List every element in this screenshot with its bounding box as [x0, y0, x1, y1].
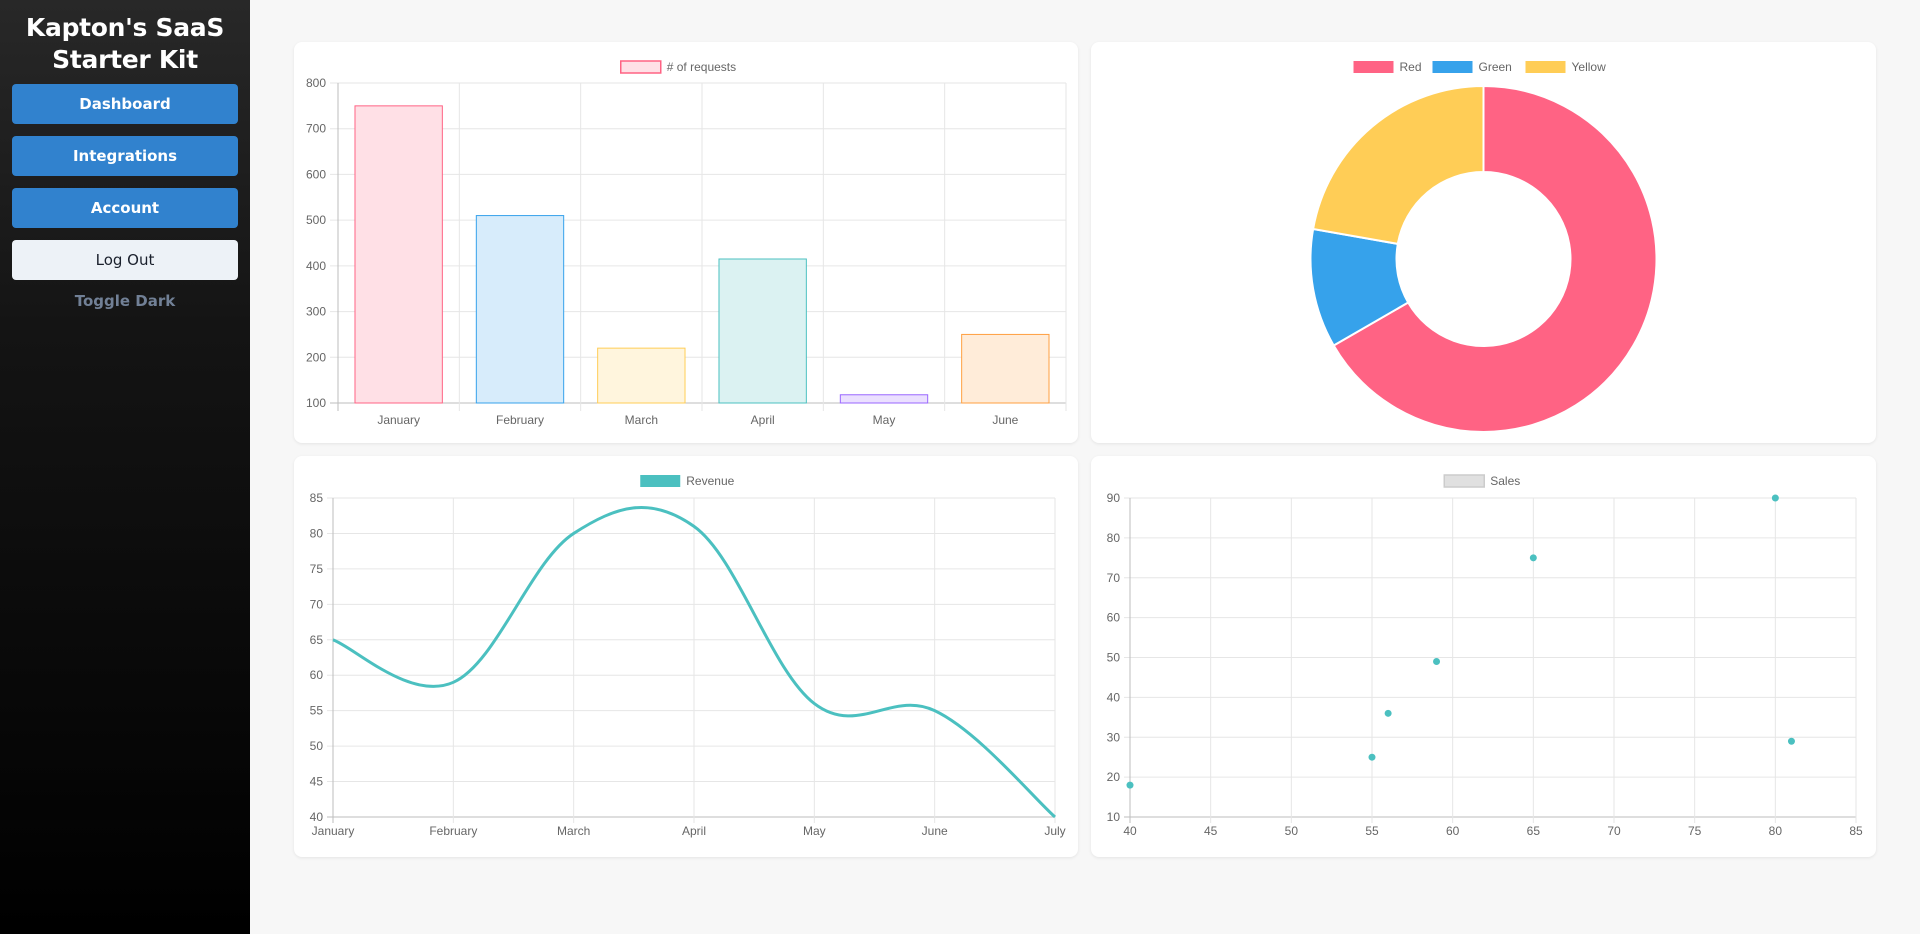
logout-button[interactable]: Log Out [12, 240, 238, 280]
y-tick-label: 40 [1107, 690, 1121, 704]
scatter-point [1433, 657, 1441, 665]
y-tick-label: 700 [306, 122, 326, 136]
doughnut-chart-card: Red Green Yellow [1091, 42, 1876, 443]
scatter-point [1529, 554, 1537, 562]
x-tick-label: April [682, 824, 706, 838]
x-tick-label: 60 [1446, 824, 1460, 838]
y-tick-label: 60 [1107, 611, 1121, 625]
y-tick-label: 90 [1107, 491, 1121, 505]
bar-february [475, 215, 565, 404]
scatter-point [1126, 781, 1134, 789]
bar-january [354, 105, 443, 404]
legend-swatch-sales [1443, 474, 1485, 488]
line-chart: Revenue 40 45 50 55 60 65 70 75 80 85 January Februa… [310, 474, 1066, 838]
x-tick-label: 55 [1365, 824, 1379, 838]
legend-swatch-red [1353, 61, 1394, 73]
x-tick-label: February [429, 824, 477, 838]
scatter-point [1787, 737, 1795, 745]
y-tick-label: 80 [1107, 531, 1121, 545]
y-tick-label: 45 [310, 775, 324, 789]
x-tick-label: March [557, 824, 590, 838]
bar-april [718, 258, 807, 404]
x-tick-label: 45 [1204, 824, 1218, 838]
legend-swatch-requests [620, 60, 662, 74]
legend-label-revenue: Revenue [686, 474, 734, 488]
integrations-button[interactable]: Integrations [12, 136, 238, 176]
scatter-point [1771, 494, 1779, 502]
toggle-dark-link[interactable]: Toggle Dark [74, 292, 176, 310]
y-tick-label: 50 [1107, 651, 1121, 665]
y-tick-label: 600 [306, 167, 326, 181]
y-tick-label: 85 [310, 491, 324, 505]
scatter-chart: Sales 10 20 30 40 50 60 70 80 90 40 45 50 55 60 65 70 75 8… [1107, 474, 1863, 838]
x-tick-label: May [803, 824, 826, 838]
brand-title: Kapton's SaaS Starter Kit [25, 13, 225, 74]
bar-may [839, 394, 929, 404]
bar-june [961, 333, 1050, 404]
revenue-line [332, 505, 1056, 819]
x-tick-label: June [992, 413, 1018, 427]
x-tick-label: 50 [1285, 824, 1299, 838]
y-tick-label: 300 [306, 305, 326, 319]
x-tick-label: 65 [1527, 824, 1541, 838]
y-tick-label: 70 [310, 597, 324, 611]
legend-label-green: Green [1479, 60, 1512, 74]
y-tick-label: 500 [306, 213, 326, 227]
legend-swatch-revenue [640, 475, 681, 487]
x-tick-label: 85 [1849, 824, 1863, 838]
y-tick-label: 20 [1107, 770, 1121, 784]
x-tick-label: June [922, 824, 948, 838]
y-tick-label: 100 [306, 396, 326, 410]
bar-march [597, 347, 686, 404]
x-tick-label: 70 [1607, 824, 1621, 838]
legend-label-sales: Sales [1490, 474, 1520, 488]
y-tick-label: 200 [306, 350, 326, 364]
x-tick-label: 40 [1123, 824, 1137, 838]
sidebar: Kapton's SaaS Starter Kit Dashboard Inte… [0, 0, 250, 934]
slice-yellow [1311, 84, 1485, 246]
legend-label-requests: # of requests [667, 60, 736, 74]
y-tick-label: 50 [310, 739, 324, 753]
x-tick-label: March [625, 413, 658, 427]
dashboard-button[interactable]: Dashboard [12, 84, 238, 124]
y-tick-label: 55 [310, 704, 324, 718]
y-tick-label: 10 [1107, 810, 1121, 824]
y-tick-label: 30 [1107, 730, 1121, 744]
doughnut-chart: Red Green Yellow [1309, 60, 1658, 433]
scatter-point [1368, 753, 1376, 761]
x-tick-label: January [312, 824, 355, 838]
y-tick-label: 70 [1107, 571, 1121, 585]
y-tick-label: 60 [310, 668, 324, 682]
x-tick-label: April [751, 413, 775, 427]
slice-red [1332, 84, 1658, 433]
x-tick-label: February [496, 413, 544, 427]
y-tick-label: 65 [310, 633, 324, 647]
legend-swatch-yellow [1525, 61, 1566, 73]
x-tick-label: July [1044, 824, 1065, 838]
x-tick-label: 75 [1688, 824, 1702, 838]
legend-label-red: Red [1400, 60, 1422, 74]
scatter-chart-card: Sales 10 20 30 40 50 60 70 80 90 40 45 50 55 60 65 70 75 8… [1091, 456, 1876, 857]
scatter-point [1384, 709, 1392, 717]
x-tick-label: January [377, 413, 420, 427]
legend-label-yellow: Yellow [1572, 60, 1607, 74]
line-chart-card: Revenue 40 45 50 55 60 65 70 75 80 85 January Februa… [294, 456, 1078, 857]
y-tick-label: 80 [310, 526, 324, 540]
y-tick-label: 40 [310, 810, 324, 824]
x-tick-label: May [873, 413, 896, 427]
x-tick-label: 80 [1769, 824, 1783, 838]
y-tick-label: 800 [306, 76, 326, 90]
legend-swatch-green [1432, 61, 1473, 73]
y-tick-label: 400 [306, 259, 326, 273]
bar-chart: # of requests 100 200 300 400 500 600 700 800 Jan… [306, 60, 1067, 427]
y-tick-label: 75 [310, 562, 324, 576]
account-button[interactable]: Account [12, 188, 238, 228]
bar-chart-card: # of requests 100 200 300 400 500 600 700 800 Jan… [294, 42, 1078, 443]
